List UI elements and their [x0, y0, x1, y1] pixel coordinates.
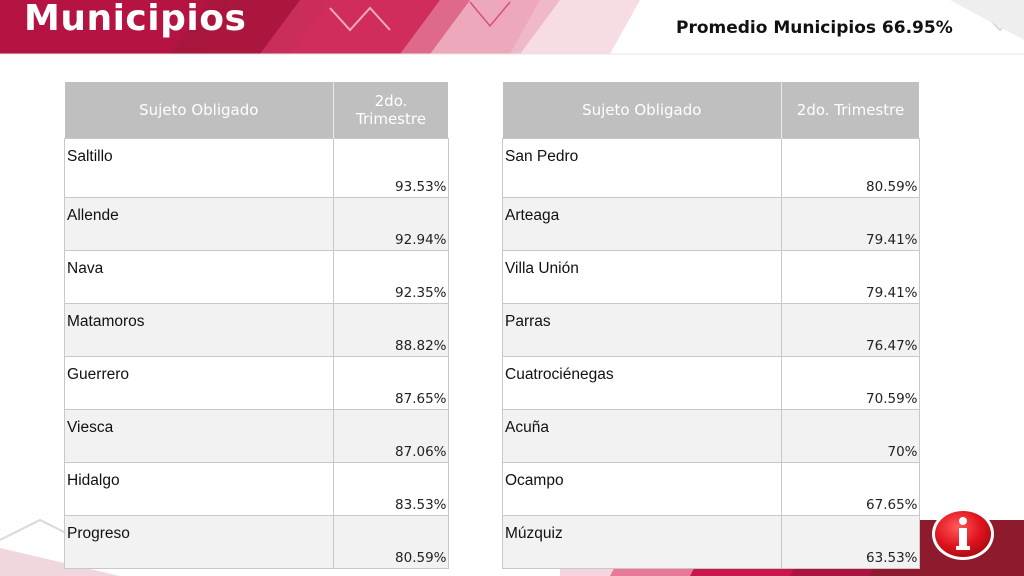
municipio-score: 88.82%: [333, 303, 449, 357]
table-row: San Pedro 80.59%: [502, 138, 920, 198]
municipio-score: 79.41%: [781, 250, 920, 304]
left-ranking-table: Sujeto Obligado 2do. Trimestre Saltillo …: [64, 82, 449, 569]
table-row: Guerrero 87.65%: [64, 356, 449, 410]
municipio-name: Saltillo: [64, 138, 334, 198]
municipio-score: 79.41%: [781, 197, 920, 251]
municipio-name: Acuña: [502, 409, 782, 463]
municipio-name: Ocampo: [502, 462, 782, 516]
table-row: Ocampo 67.65%: [502, 462, 920, 516]
municipio-score: 93.53%: [333, 138, 449, 198]
municipio-score: 70.59%: [781, 356, 920, 410]
municipio-name: Hidalgo: [64, 462, 334, 516]
municipio-score: 67.65%: [781, 462, 920, 516]
municipio-score: 83.53%: [333, 462, 449, 516]
municipio-score: 70%: [781, 409, 920, 463]
table-row: Hidalgo 83.53%: [64, 462, 449, 516]
municipio-name: Villa Unión: [502, 250, 782, 304]
municipio-name: Cuatrociénegas: [502, 356, 782, 410]
table-row: Viesca 87.06%: [64, 409, 449, 463]
municipio-name: San Pedro: [502, 138, 782, 198]
table-row: Matamoros 88.82%: [64, 303, 449, 357]
average-label: Promedio Municipios 66.95%: [676, 18, 953, 38]
municipio-score: 63.53%: [781, 515, 920, 569]
municipio-name: Guerrero: [64, 356, 334, 410]
municipio-score: 80.59%: [781, 138, 920, 198]
municipio-score: 92.94%: [333, 197, 449, 251]
municipio-name: Arteaga: [502, 197, 782, 251]
municipio-score: 76.47%: [781, 303, 920, 357]
table-row: Nava 92.35%: [64, 250, 449, 304]
municipio-score: 80.59%: [333, 515, 449, 569]
municipio-score: 87.06%: [333, 409, 449, 463]
municipio-name: Nava: [64, 250, 334, 304]
municipio-name: Allende: [64, 197, 334, 251]
table-header-row: Sujeto Obligado 2do. Trimestre: [502, 82, 919, 139]
municipio-name: Matamoros: [64, 303, 334, 357]
header-sujeto-obligado: Sujeto Obligado: [64, 82, 334, 139]
municipio-score: 92.35%: [333, 250, 449, 304]
table-row: Progreso 80.59%: [64, 515, 449, 569]
table-row: Villa Unión 79.41%: [502, 250, 920, 304]
table-header-row: Sujeto Obligado 2do. Trimestre: [64, 82, 448, 139]
table-row: Arteaga 79.41%: [502, 197, 920, 251]
municipio-score: 87.65%: [333, 356, 449, 410]
table-row: Múzquiz 63.53%: [502, 515, 920, 569]
table-row: Allende 92.94%: [64, 197, 449, 251]
header-sujeto-obligado: Sujeto Obligado: [502, 82, 782, 139]
table-row: Acuña 70%: [502, 409, 920, 463]
table-row: Saltillo 93.53%: [64, 138, 449, 198]
municipio-name: Múzquiz: [502, 515, 782, 569]
slide-title: Municipios: [24, 0, 247, 39]
table-row: Cuatrociénegas 70.59%: [502, 356, 920, 410]
header-segundo-trimestre: 2do. Trimestre: [781, 82, 919, 139]
municipio-name: Viesca: [64, 409, 334, 463]
municipio-name: Parras: [502, 303, 782, 357]
header-segundo-trimestre: 2do. Trimestre: [333, 82, 448, 139]
right-ranking-table: Sujeto Obligado 2do. Trimestre San Pedro…: [502, 82, 920, 569]
info-logo-icon: [932, 508, 994, 560]
table-row: Parras 76.47%: [502, 303, 920, 357]
municipio-name: Progreso: [64, 515, 334, 569]
